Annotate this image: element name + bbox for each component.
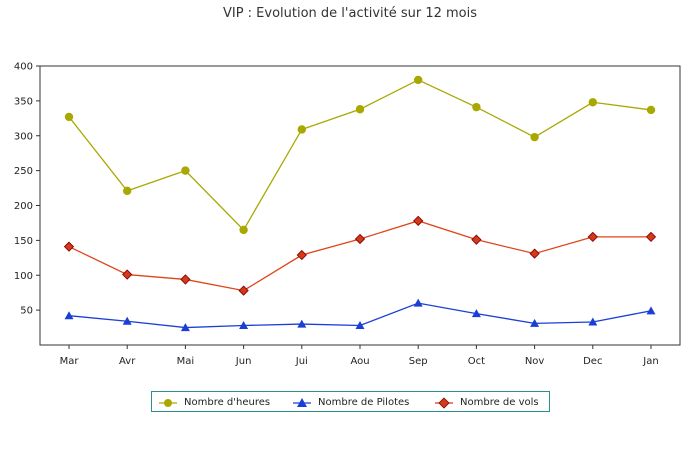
data-point [64, 311, 74, 320]
x-tick-label: Mai [177, 356, 195, 367]
legend-vols-swatch [435, 396, 453, 409]
data-point [238, 285, 249, 296]
data-point [239, 320, 249, 329]
x-tick-label: Avr [119, 356, 136, 367]
legend: Nombre d'heures Nombre de Pilotes Nombre… [151, 391, 550, 412]
y-tick-label: 350 [14, 96, 33, 107]
x-tick-label: Mar [60, 356, 80, 367]
data-point [588, 317, 598, 326]
data-point [529, 248, 540, 259]
data-point [530, 318, 540, 327]
axes-layer: 50 100 150 200 250 300 350 400 Mar Avr Mai Jun Jui Ao… [14, 62, 681, 367]
legend-heures-swatch [159, 398, 177, 407]
data-point [413, 298, 423, 307]
data-point [239, 225, 248, 235]
legend-item-heures: Nombre d'heures [158, 392, 270, 413]
data-point [180, 274, 191, 285]
data-point [471, 309, 481, 318]
data-point [646, 306, 656, 315]
data-point [123, 186, 132, 196]
legend-label-pilotes: Nombre de Pilotes [318, 397, 410, 408]
y-tick-label: 100 [14, 271, 33, 282]
legend-item-pilotes: Nombre de Pilotes [292, 392, 409, 413]
data-point [181, 166, 190, 175]
y-tick-label: 300 [14, 131, 33, 142]
data-point [296, 249, 307, 261]
legend-label-vols: Nombre de vols [460, 397, 539, 408]
data-point [64, 112, 74, 122]
y-tick-label: 400 [14, 62, 33, 73]
x-tick-label: Jan [642, 356, 658, 367]
data-point [122, 316, 132, 325]
y-tick-label: 150 [14, 236, 33, 247]
series-layer [63, 75, 657, 332]
legend-label-heures: Nombre d'heures [184, 397, 271, 408]
data-point [414, 75, 423, 85]
data-point [63, 241, 75, 252]
data-point [588, 98, 597, 107]
data-point [355, 105, 365, 114]
data-point [354, 233, 366, 245]
x-tick-label: Jun [235, 356, 252, 367]
data-point [180, 323, 190, 332]
y-tick-label: 50 [20, 306, 33, 317]
x-tick-label: Jui [295, 356, 308, 367]
data-point [355, 320, 365, 329]
x-tick-label: Oct [468, 356, 485, 367]
legend-item-vols: Nombre de vols [434, 392, 539, 413]
data-point [471, 234, 482, 245]
x-tick-label: Sep [409, 356, 428, 367]
x-tick-label: Dec [583, 356, 602, 367]
data-point [297, 319, 307, 328]
data-point [530, 132, 539, 142]
data-point [297, 125, 306, 134]
data-point [413, 215, 424, 226]
x-tick-label: Aou [350, 356, 369, 367]
chart-title: VIP : Evolution de l'activité sur 12 moi… [222, 6, 478, 21]
data-point [587, 231, 598, 243]
data-point [646, 105, 656, 115]
y-tick-label: 250 [14, 166, 33, 177]
legend-pilotes-swatch [293, 397, 311, 407]
y-tick-label: 200 [14, 201, 33, 212]
x-tick-label: Nov [525, 356, 545, 367]
data-point [645, 231, 657, 243]
data-point [122, 269, 133, 280]
data-point [472, 102, 481, 112]
